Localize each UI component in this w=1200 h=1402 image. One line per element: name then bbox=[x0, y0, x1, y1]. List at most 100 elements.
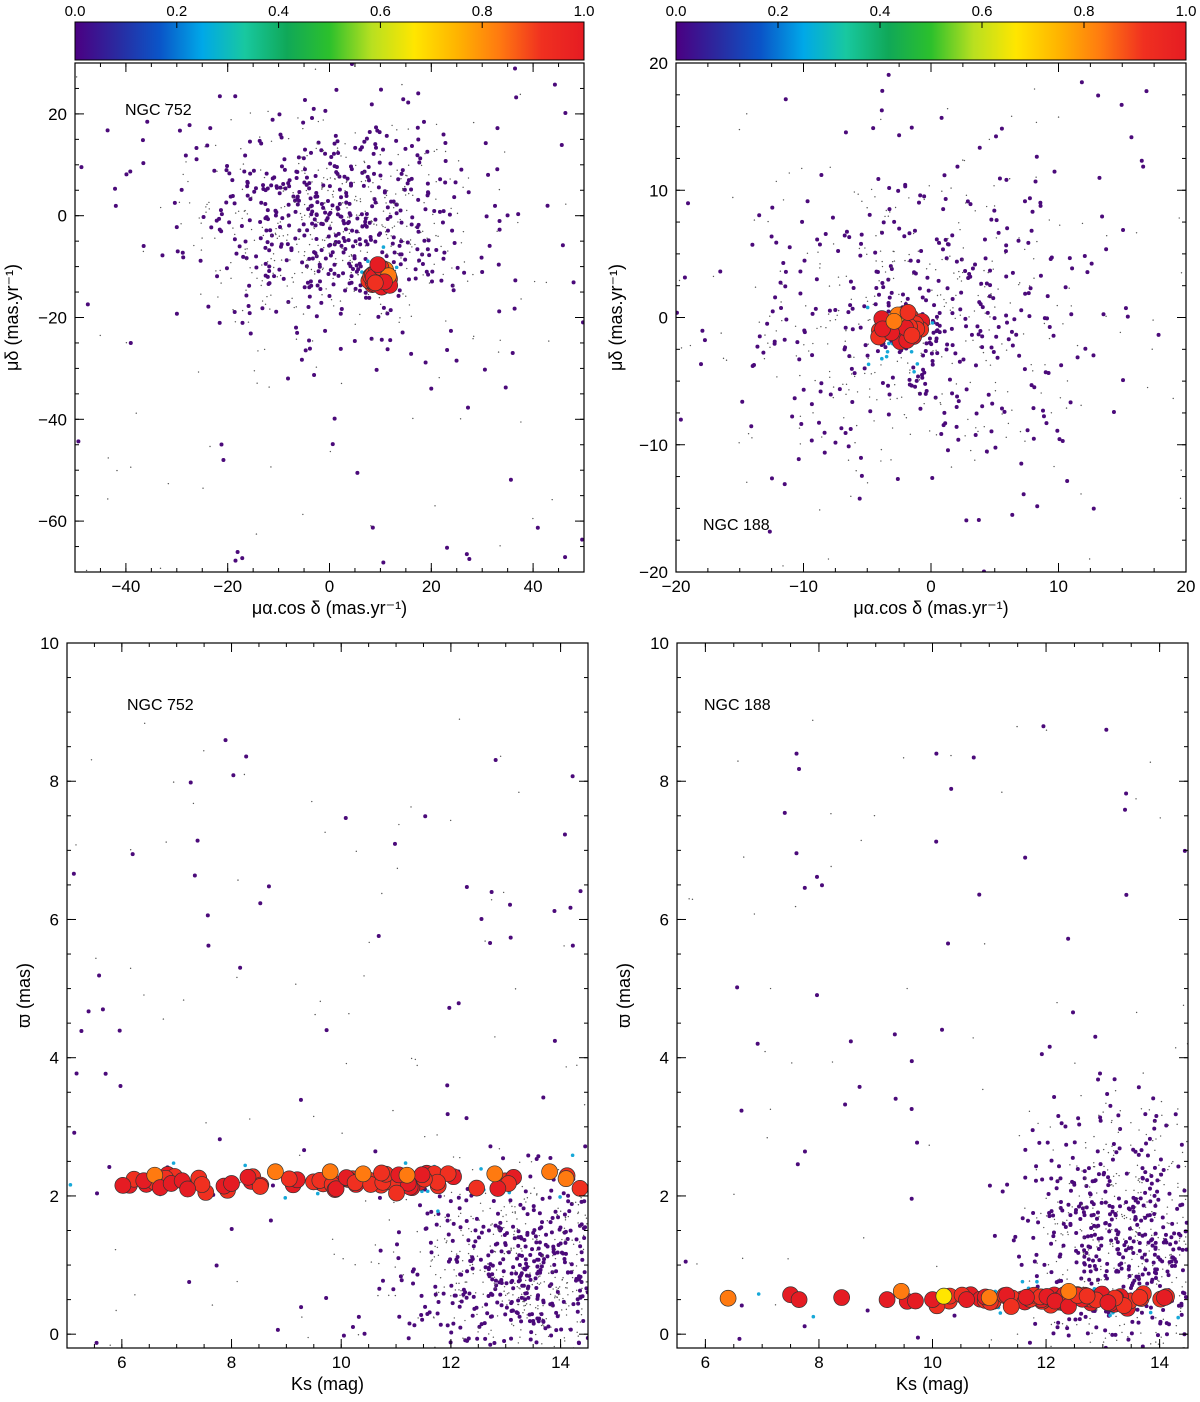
field-star bbox=[272, 253, 275, 255]
field-star bbox=[1154, 1271, 1159, 1276]
field-star bbox=[868, 396, 871, 398]
field-star bbox=[202, 487, 204, 489]
member-star bbox=[1078, 1287, 1096, 1305]
field-star bbox=[915, 1140, 920, 1145]
member-star bbox=[486, 1165, 504, 1183]
field-star bbox=[565, 1270, 570, 1275]
field-star bbox=[848, 1039, 853, 1044]
field-star bbox=[1083, 1236, 1085, 1239]
field-star bbox=[400, 178, 402, 180]
field-star bbox=[356, 200, 358, 202]
field-star bbox=[390, 245, 392, 247]
field-star bbox=[991, 260, 993, 262]
field-star bbox=[965, 194, 968, 197]
field-star bbox=[880, 118, 882, 121]
field-star bbox=[976, 332, 981, 337]
field-star bbox=[526, 1284, 531, 1289]
field-star bbox=[1025, 1218, 1030, 1223]
field-star bbox=[371, 171, 376, 176]
field-star bbox=[1068, 1221, 1073, 1226]
member-star bbox=[369, 256, 387, 273]
field-star bbox=[535, 1296, 540, 1301]
field-star bbox=[490, 1329, 492, 1331]
x-tick-label: 0 bbox=[325, 577, 334, 596]
field-star bbox=[923, 348, 928, 353]
field-star bbox=[555, 1314, 560, 1319]
field-star bbox=[323, 256, 328, 261]
field-star bbox=[1106, 1175, 1111, 1180]
field-star bbox=[818, 389, 823, 394]
field-star bbox=[405, 1198, 408, 1201]
field-star bbox=[396, 1230, 401, 1235]
field-star bbox=[993, 185, 995, 187]
field-star bbox=[1069, 312, 1074, 317]
field-star bbox=[935, 321, 940, 326]
field-star bbox=[406, 225, 408, 228]
field-star bbox=[313, 227, 315, 230]
field-star bbox=[435, 1291, 438, 1293]
field-star bbox=[420, 164, 423, 167]
field-star bbox=[558, 1241, 563, 1246]
x-tick-label: 10 bbox=[1049, 577, 1068, 596]
field-star bbox=[532, 517, 534, 520]
field-star bbox=[430, 1260, 432, 1262]
field-star bbox=[270, 466, 272, 468]
member-star bbox=[388, 1184, 405, 1202]
member-star bbox=[980, 1289, 998, 1306]
field-star bbox=[1004, 177, 1009, 182]
field-star bbox=[784, 317, 789, 322]
candidate-star bbox=[360, 270, 364, 274]
field-star bbox=[505, 1214, 507, 1216]
field-star bbox=[503, 1243, 508, 1248]
candidate-star bbox=[381, 245, 386, 249]
field-star bbox=[550, 1216, 555, 1221]
field-star bbox=[1160, 1100, 1163, 1103]
field-star bbox=[1067, 256, 1072, 261]
field-star bbox=[1135, 798, 1137, 800]
field-star bbox=[570, 943, 575, 948]
field-star bbox=[303, 250, 306, 253]
field-star bbox=[546, 1220, 549, 1222]
field-star bbox=[853, 375, 856, 378]
field-star bbox=[388, 1219, 391, 1221]
field-star bbox=[551, 498, 553, 501]
field-star bbox=[421, 253, 423, 255]
field-star bbox=[495, 1284, 497, 1286]
field-star bbox=[1041, 724, 1046, 729]
field-star bbox=[233, 558, 238, 563]
field-star bbox=[1131, 1229, 1134, 1231]
field-star bbox=[1144, 89, 1149, 94]
field-star bbox=[1005, 1182, 1010, 1187]
field-star bbox=[324, 831, 326, 833]
field-star bbox=[829, 376, 831, 379]
field-star bbox=[1057, 1164, 1062, 1169]
field-star bbox=[691, 898, 694, 901]
field-star bbox=[1141, 1181, 1143, 1184]
field-star bbox=[1081, 222, 1084, 225]
field-star bbox=[535, 1257, 540, 1262]
field-star bbox=[334, 258, 337, 260]
plot-background bbox=[676, 63, 1186, 572]
field-star bbox=[440, 220, 445, 225]
field-star bbox=[95, 1191, 100, 1196]
field-star bbox=[1070, 266, 1075, 271]
field-star bbox=[924, 298, 929, 303]
field-star bbox=[1118, 1128, 1120, 1130]
field-star bbox=[1143, 1190, 1148, 1195]
field-star bbox=[814, 993, 819, 998]
field-star bbox=[431, 1259, 433, 1261]
field-star bbox=[353, 145, 358, 150]
field-star bbox=[1047, 325, 1052, 330]
field-star bbox=[859, 241, 864, 246]
field-star bbox=[178, 201, 181, 204]
field-star bbox=[1162, 1237, 1165, 1240]
field-star bbox=[1137, 1265, 1140, 1268]
field-star bbox=[1056, 304, 1058, 307]
field-star bbox=[774, 240, 779, 245]
field-star bbox=[967, 272, 972, 277]
field-star bbox=[1105, 1261, 1110, 1266]
field-star bbox=[1115, 1247, 1120, 1252]
field-star bbox=[1024, 248, 1026, 251]
field-star bbox=[289, 259, 291, 261]
field-star bbox=[1123, 807, 1128, 812]
